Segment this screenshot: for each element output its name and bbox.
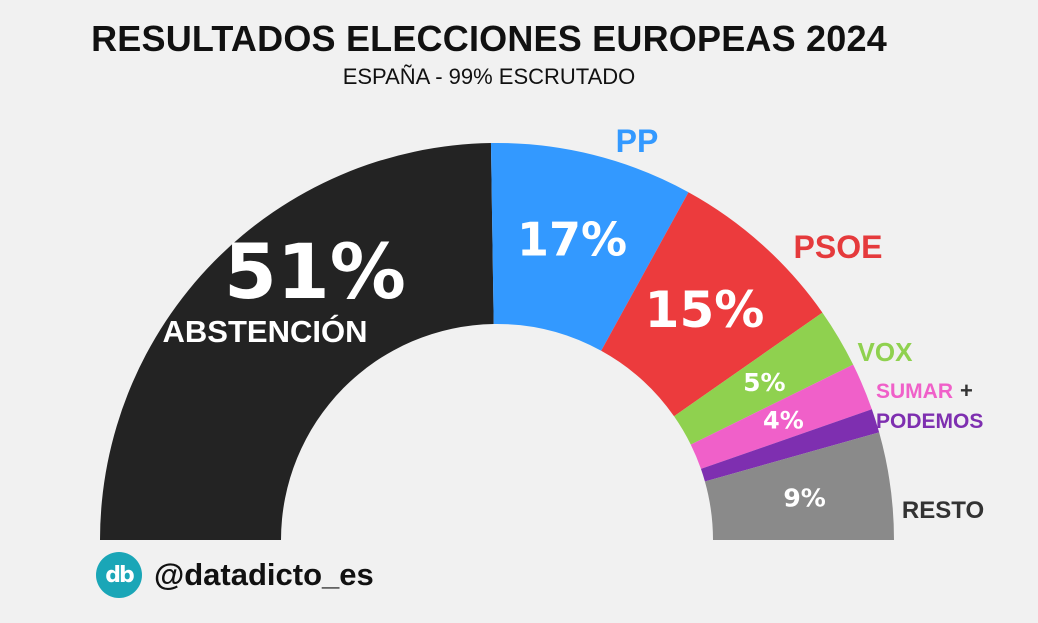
value-label-resto: 9% xyxy=(783,484,825,513)
footer: db @datadicto_es xyxy=(96,552,374,598)
value-label-sumar: 4% xyxy=(763,407,804,435)
category-label-resto: RESTO xyxy=(902,497,984,524)
value-label-vox: 5% xyxy=(743,368,785,397)
value-label-psoe: 15% xyxy=(645,281,765,339)
slice-vox xyxy=(674,312,854,445)
chart-title: RESULTADOS ELECCIONES EUROPEAS 2024 xyxy=(91,18,887,59)
category-label-abstencion: ABSTENCIÓN xyxy=(163,313,368,349)
category-label-pp: PP xyxy=(616,123,659,159)
category-label-podemos: PODEMOS xyxy=(876,410,983,433)
plus-sign: + xyxy=(960,378,973,403)
slice-psoe xyxy=(601,192,823,417)
value-label-pp: 17% xyxy=(517,212,627,266)
slice-sumar xyxy=(690,364,872,469)
social-handle: @datadicto_es xyxy=(154,557,374,592)
category-label-sumar: SUMAR xyxy=(876,380,953,403)
chart-subtitle: ESPAÑA - 99% ESCRUTADO xyxy=(342,64,636,89)
slice-abstencion xyxy=(100,143,494,540)
category-label-psoe: PSOE xyxy=(794,229,883,265)
value-label-abstencion: 51% xyxy=(224,227,406,316)
slice-resto xyxy=(704,432,894,540)
datadicto-logo-icon: db xyxy=(96,552,142,598)
slice-pp xyxy=(490,143,689,351)
category-label-vox: VOX xyxy=(858,337,914,367)
slice-podemos xyxy=(700,409,880,482)
